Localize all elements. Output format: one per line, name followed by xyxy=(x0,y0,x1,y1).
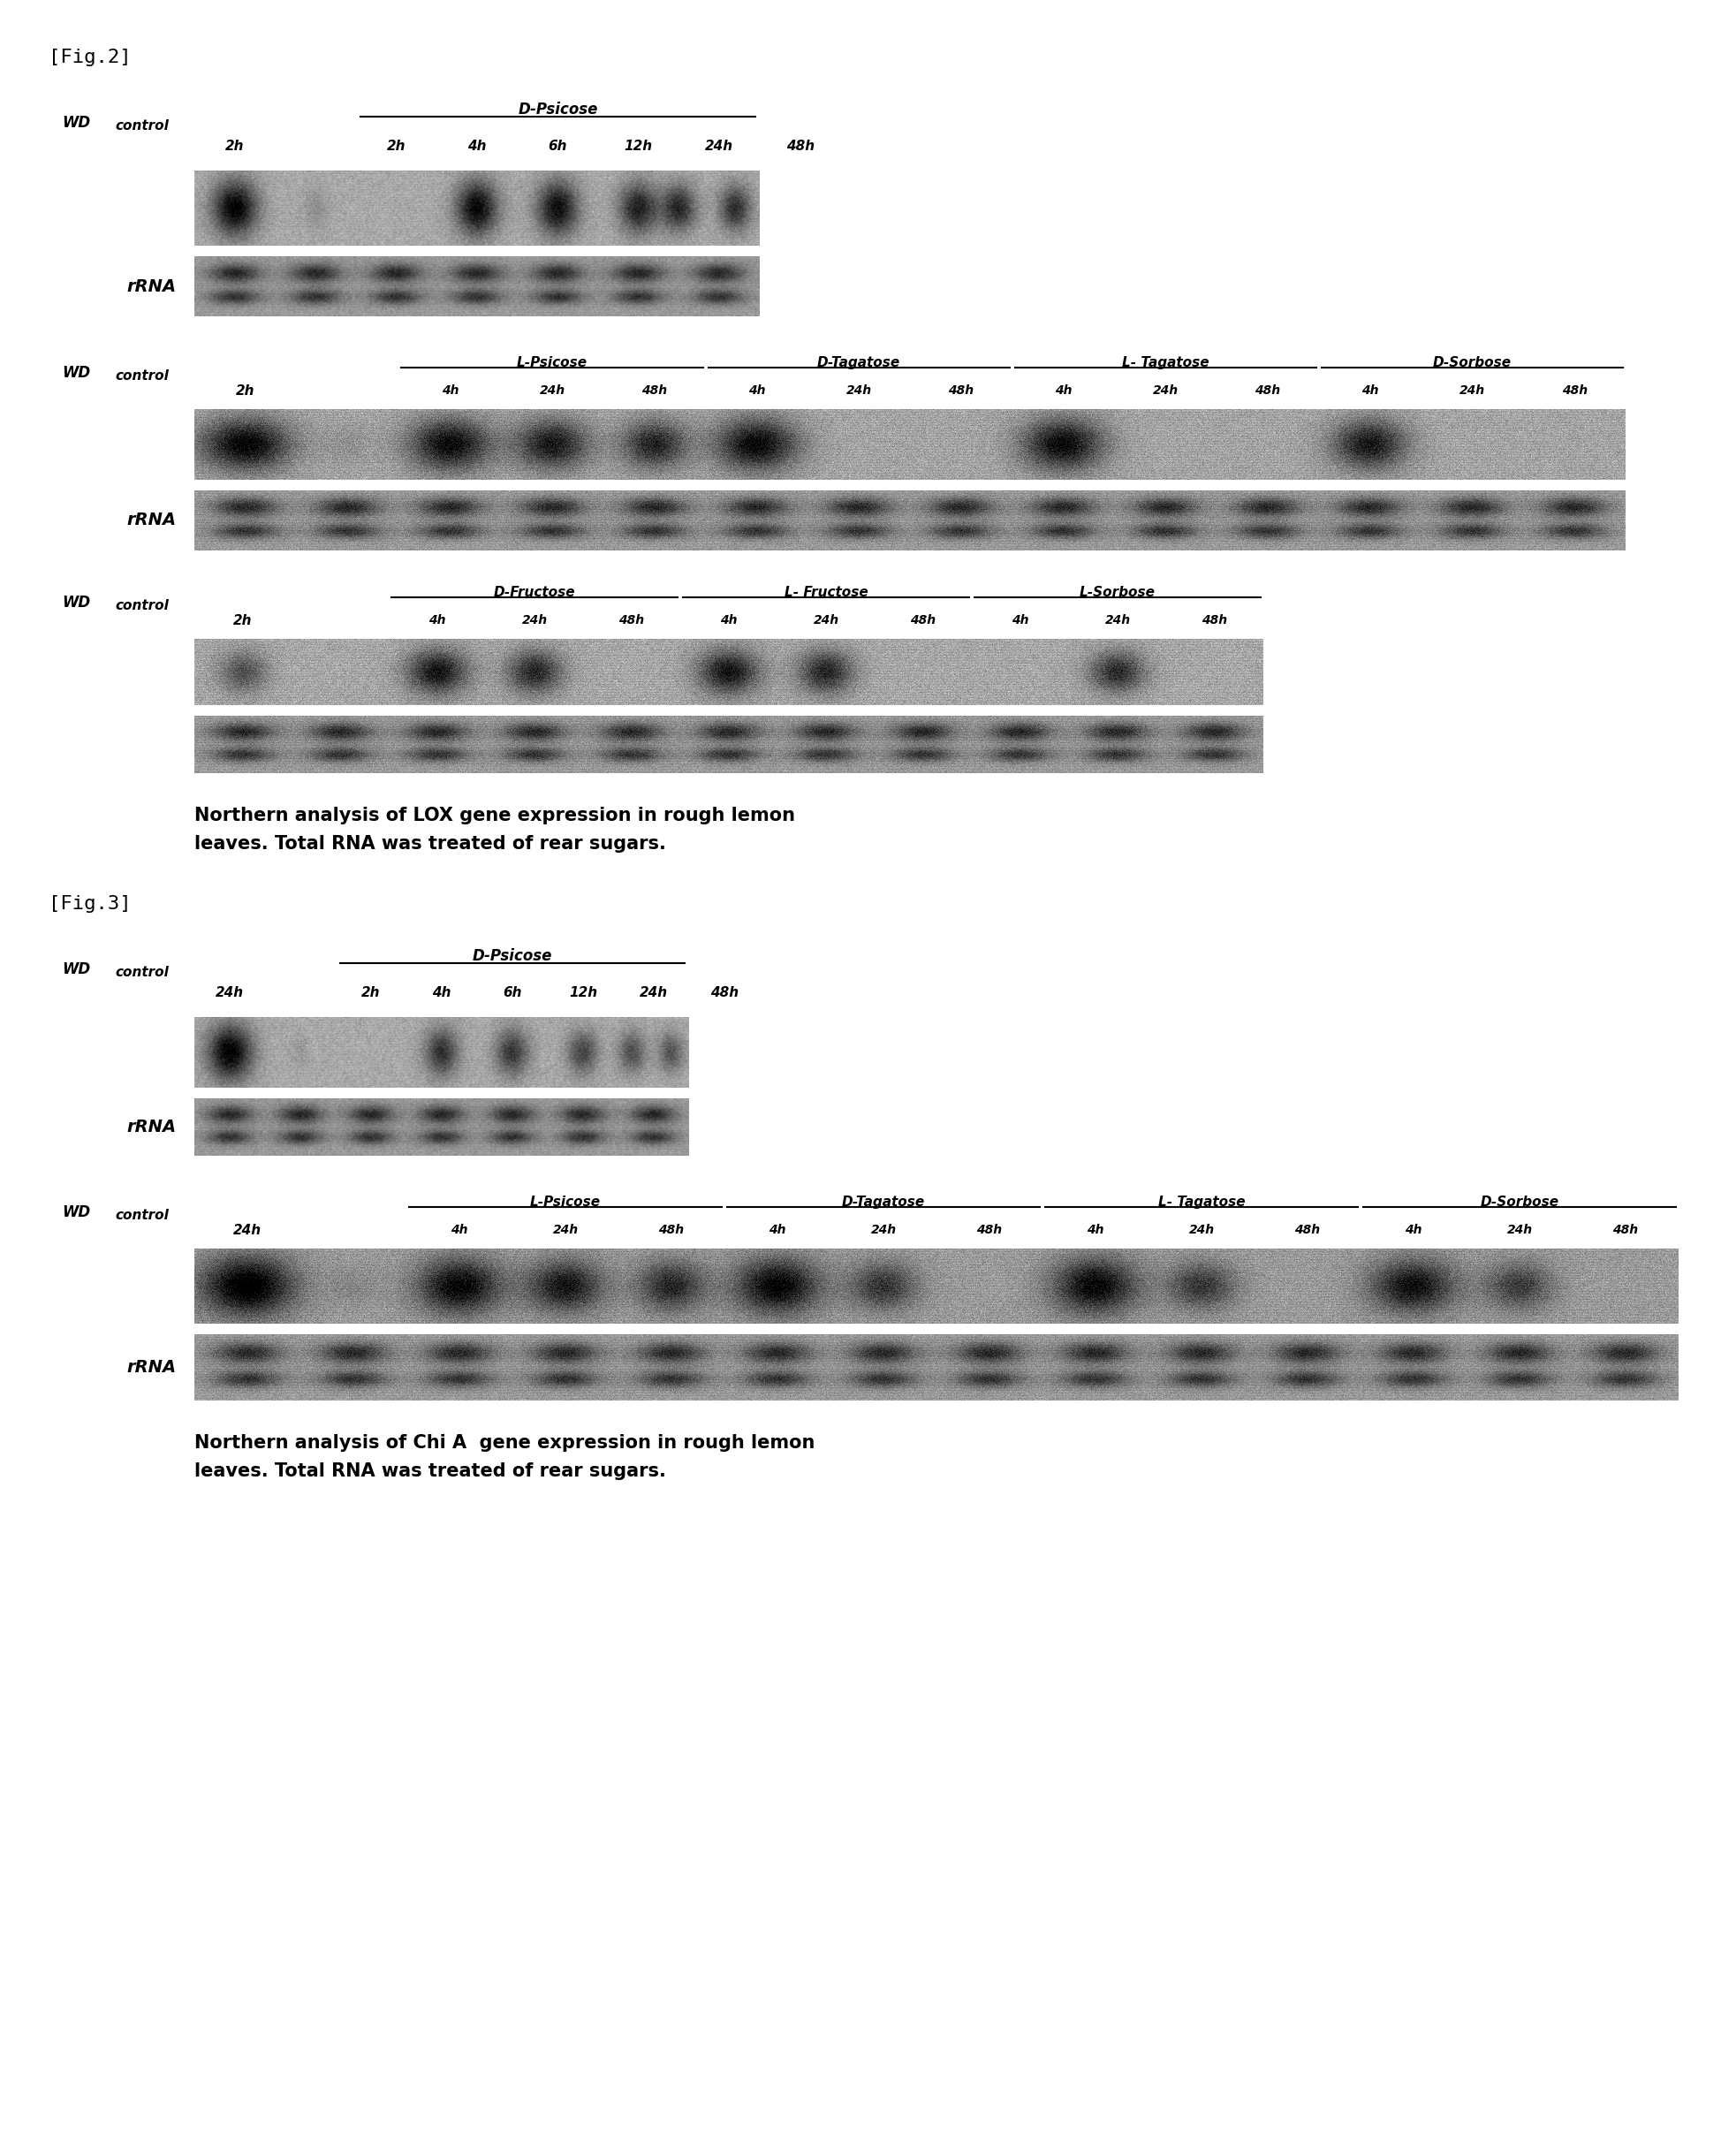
Text: 48h: 48h xyxy=(618,614,644,627)
Text: 4h: 4h xyxy=(1404,1225,1422,1235)
Text: 48h: 48h xyxy=(1294,1225,1320,1235)
Text: 12h: 12h xyxy=(625,140,652,153)
Text: D-Tagatose: D-Tagatose xyxy=(817,356,900,369)
Text: [Fig.2]: [Fig.2] xyxy=(48,50,131,67)
Text: L-Psicose: L-Psicose xyxy=(530,1197,601,1210)
Text: 48h: 48h xyxy=(976,1225,1002,1235)
Text: leaves. Total RNA was treated of rear sugars.: leaves. Total RNA was treated of rear su… xyxy=(194,834,666,852)
Text: 24h: 24h xyxy=(215,985,244,1000)
Text: 24h: 24h xyxy=(1459,384,1484,397)
Text: D-Psicose: D-Psicose xyxy=(472,949,552,964)
Text: 24h: 24h xyxy=(1151,384,1177,397)
Text: 4h: 4h xyxy=(769,1225,786,1235)
Text: 24h: 24h xyxy=(1187,1225,1213,1235)
Text: L- Fructose: L- Fructose xyxy=(783,586,867,599)
Text: D-Psicose: D-Psicose xyxy=(518,101,597,119)
Text: 4h: 4h xyxy=(1055,384,1072,397)
Text: L- Tagatose: L- Tagatose xyxy=(1157,1197,1244,1210)
Text: 4h: 4h xyxy=(468,140,487,153)
Text: 24h: 24h xyxy=(845,384,871,397)
Text: 48h: 48h xyxy=(1613,1225,1638,1235)
Text: D-Sorbose: D-Sorbose xyxy=(1432,356,1511,369)
Text: L- Tagatose: L- Tagatose xyxy=(1122,356,1208,369)
Text: 24h: 24h xyxy=(539,384,564,397)
Text: D-Tagatose: D-Tagatose xyxy=(842,1197,924,1210)
Text: control: control xyxy=(115,369,169,382)
Text: 4h: 4h xyxy=(429,614,446,627)
Text: 24h: 24h xyxy=(812,614,838,627)
Text: 12h: 12h xyxy=(568,985,597,1000)
Text: 4h: 4h xyxy=(719,614,737,627)
Text: WD: WD xyxy=(62,114,89,132)
Text: 48h: 48h xyxy=(1561,384,1587,397)
Text: [Fig.3]: [Fig.3] xyxy=(48,895,131,912)
Text: 4h: 4h xyxy=(451,1225,468,1235)
Text: 24h: 24h xyxy=(871,1225,897,1235)
Text: control: control xyxy=(115,599,169,612)
Text: 48h: 48h xyxy=(910,614,936,627)
Text: 6h: 6h xyxy=(547,140,566,153)
Text: 6h: 6h xyxy=(503,985,521,1000)
Text: 48h: 48h xyxy=(642,384,668,397)
Text: Northern analysis of Chi A  gene expression in rough lemon: Northern analysis of Chi A gene expressi… xyxy=(194,1434,814,1451)
Text: 48h: 48h xyxy=(1201,614,1227,627)
Text: 2h: 2h xyxy=(387,140,406,153)
Text: control: control xyxy=(115,119,169,132)
Text: 4h: 4h xyxy=(1361,384,1379,397)
Text: rRNA: rRNA xyxy=(127,1358,177,1376)
Text: 2h: 2h xyxy=(234,614,253,627)
Text: 2h: 2h xyxy=(361,985,380,1000)
Text: 4h: 4h xyxy=(432,985,451,1000)
Text: 4h: 4h xyxy=(441,384,458,397)
Text: L-Psicose: L-Psicose xyxy=(516,356,587,369)
Text: WD: WD xyxy=(62,962,89,977)
Text: 24h: 24h xyxy=(232,1225,262,1238)
Text: WD: WD xyxy=(62,364,89,382)
Text: 24h: 24h xyxy=(1506,1225,1532,1235)
Text: 4h: 4h xyxy=(1012,614,1029,627)
Text: D-Sorbose: D-Sorbose xyxy=(1480,1197,1558,1210)
Text: 4h: 4h xyxy=(1086,1225,1103,1235)
Text: 48h: 48h xyxy=(709,985,738,1000)
Text: 2h: 2h xyxy=(225,140,244,153)
Text: 48h: 48h xyxy=(785,140,814,153)
Text: control: control xyxy=(115,966,169,979)
Text: 24h: 24h xyxy=(552,1225,578,1235)
Text: 24h: 24h xyxy=(706,140,733,153)
Text: 48h: 48h xyxy=(1255,384,1280,397)
Text: 2h: 2h xyxy=(236,384,255,397)
Text: 48h: 48h xyxy=(948,384,974,397)
Text: D-Fructose: D-Fructose xyxy=(494,586,575,599)
Text: rRNA: rRNA xyxy=(127,513,177,528)
Text: 24h: 24h xyxy=(1105,614,1131,627)
Text: leaves. Total RNA was treated of rear sugars.: leaves. Total RNA was treated of rear su… xyxy=(194,1462,666,1479)
Text: 24h: 24h xyxy=(638,985,668,1000)
Text: control: control xyxy=(115,1210,169,1222)
Text: rRNA: rRNA xyxy=(127,278,177,295)
Text: 48h: 48h xyxy=(657,1225,683,1235)
Text: Northern analysis of LOX gene expression in rough lemon: Northern analysis of LOX gene expression… xyxy=(194,806,795,824)
Text: WD: WD xyxy=(62,1205,89,1220)
Text: WD: WD xyxy=(62,595,89,610)
Text: L-Sorbose: L-Sorbose xyxy=(1079,586,1155,599)
Text: 24h: 24h xyxy=(521,614,547,627)
Text: 4h: 4h xyxy=(747,384,764,397)
Text: rRNA: rRNA xyxy=(127,1119,177,1136)
